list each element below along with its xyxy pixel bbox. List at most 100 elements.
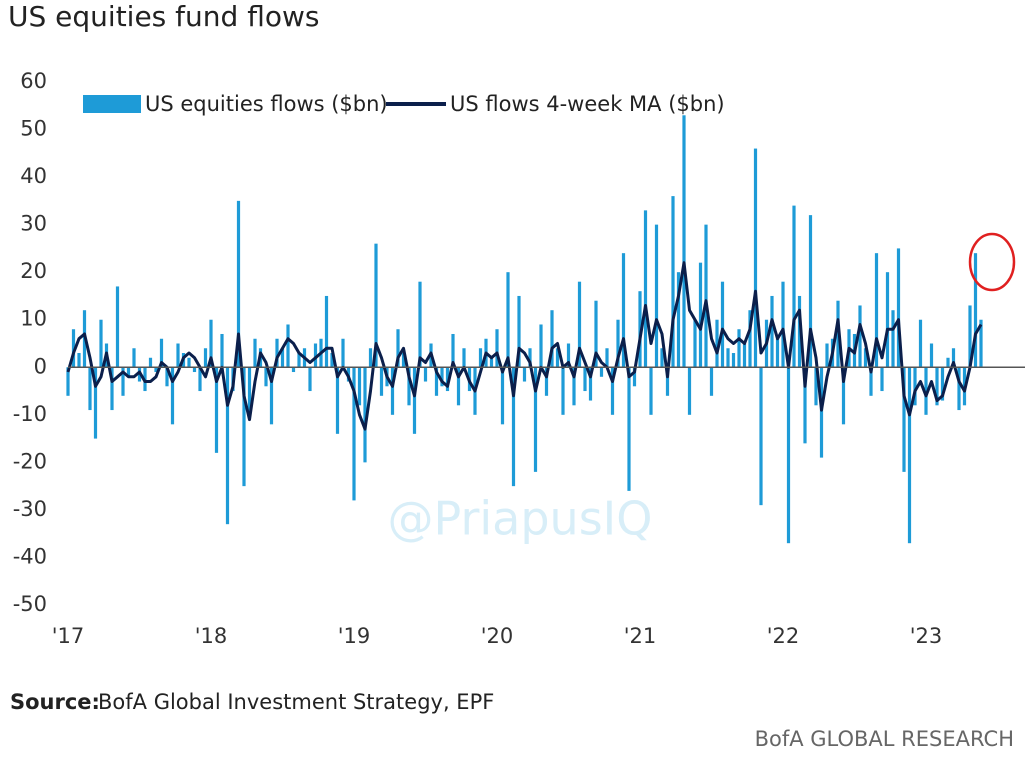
bar	[390, 367, 395, 415]
bar	[863, 348, 868, 368]
bar	[907, 367, 912, 544]
plot-area	[66, 115, 1025, 544]
bar	[924, 367, 928, 415]
ma-line	[66, 261, 983, 431]
bar	[951, 348, 956, 368]
bar	[682, 115, 686, 368]
bar	[71, 329, 76, 368]
bar	[643, 210, 648, 368]
y-tick-label: -30	[13, 497, 47, 521]
bar	[819, 367, 824, 458]
bar	[489, 357, 494, 368]
bar	[753, 148, 758, 368]
bar	[93, 367, 98, 439]
bar	[330, 353, 334, 368]
bar	[198, 367, 202, 392]
bar	[148, 357, 153, 368]
y-tick-label: 30	[20, 212, 47, 236]
bar	[225, 367, 230, 525]
bar	[313, 343, 318, 368]
bar	[561, 367, 565, 415]
bar	[462, 348, 466, 368]
bar	[698, 262, 703, 368]
bar	[115, 286, 120, 368]
bar	[979, 319, 983, 368]
y-tick-label: 0	[34, 354, 47, 378]
x-tick-label: '17	[52, 624, 85, 648]
bar	[781, 281, 785, 368]
bar	[165, 367, 169, 387]
bar	[88, 367, 92, 411]
bar	[363, 367, 367, 463]
bar	[610, 367, 615, 415]
bar	[704, 224, 708, 368]
bar	[913, 367, 917, 406]
bar	[770, 295, 774, 368]
bar	[935, 367, 939, 406]
bar	[297, 353, 301, 368]
bar	[533, 367, 538, 472]
bar	[687, 367, 692, 415]
bar	[220, 333, 224, 368]
bar	[187, 357, 191, 368]
bar	[797, 295, 802, 368]
x-tick-label: '22	[767, 624, 800, 648]
y-tick-label: 40	[20, 164, 47, 188]
y-tick-label: 60	[20, 69, 47, 93]
bar	[555, 348, 560, 368]
bar	[511, 367, 516, 487]
bar	[599, 367, 604, 377]
x-tick-label: '23	[910, 624, 943, 648]
source: BofA Global Investment Strategy, EPF	[98, 690, 494, 714]
bar	[379, 367, 384, 396]
bar	[638, 291, 642, 368]
bar	[946, 357, 950, 368]
bar	[649, 367, 653, 415]
bar	[709, 367, 714, 396]
bar	[605, 348, 609, 368]
bar	[176, 343, 180, 368]
bar	[396, 329, 400, 368]
bar	[858, 305, 862, 368]
bar	[841, 367, 846, 425]
bar	[407, 367, 411, 406]
bar	[918, 319, 923, 368]
bar	[77, 353, 81, 368]
bar	[676, 272, 681, 368]
bar	[451, 333, 455, 368]
bar	[891, 310, 895, 368]
bar	[478, 348, 483, 368]
bar	[110, 367, 114, 411]
bar	[737, 329, 741, 368]
bar	[357, 367, 362, 406]
bar	[825, 343, 829, 368]
bar	[748, 310, 752, 368]
y-tick-label: -20	[13, 449, 47, 473]
bar	[544, 367, 549, 396]
y-tick-label: 10	[20, 307, 47, 331]
bar	[885, 272, 890, 368]
bar	[412, 367, 417, 434]
bar	[566, 343, 571, 368]
bar	[550, 310, 554, 368]
highlight-circle	[968, 232, 1016, 292]
bar	[940, 367, 945, 401]
bar	[583, 367, 587, 392]
bar	[236, 200, 241, 368]
bar	[577, 281, 582, 368]
y-tick-label: 50	[20, 117, 47, 141]
x-tick-label: '21	[624, 624, 657, 648]
bar	[440, 367, 444, 387]
bar	[693, 319, 697, 368]
bar	[957, 367, 961, 411]
source-label: Source:	[10, 690, 100, 714]
bar	[968, 305, 972, 368]
legend-label: US equities flows ($bn)	[145, 92, 388, 116]
bar	[627, 367, 631, 491]
bar	[720, 281, 725, 368]
bar	[308, 367, 312, 392]
bar	[341, 338, 345, 368]
footer: BofA GLOBAL RESEARCH	[755, 727, 1014, 751]
bar	[286, 324, 290, 368]
bar	[445, 367, 450, 392]
